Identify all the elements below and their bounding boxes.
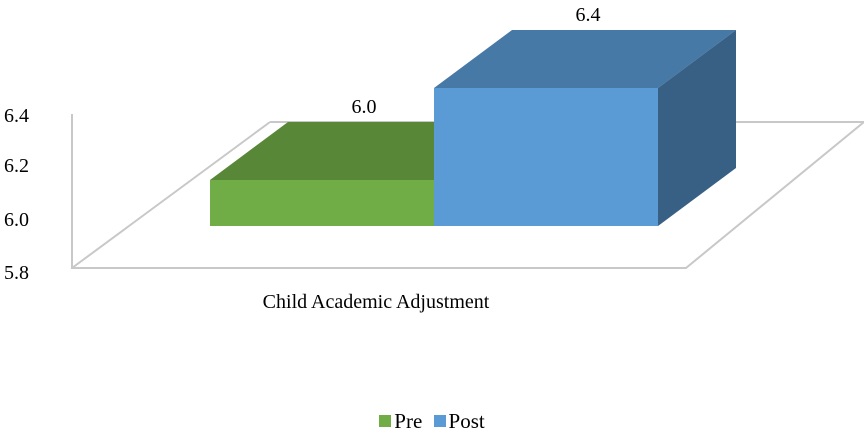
data-label-post: 6.4 bbox=[576, 4, 601, 26]
data-label-pre: 6.0 bbox=[352, 96, 377, 118]
bar-front-face bbox=[210, 180, 434, 226]
floor-left-edge bbox=[71, 121, 271, 269]
y-tick-label: 5.8 bbox=[4, 262, 29, 284]
legend: Pre Post bbox=[0, 408, 864, 433]
legend-item-post: Post bbox=[433, 409, 485, 433]
legend-label-pre: Pre bbox=[394, 409, 423, 433]
bars bbox=[210, 30, 736, 226]
legend-label-post: Post bbox=[448, 409, 485, 433]
legend-item-pre: Pre bbox=[379, 409, 422, 433]
category-label: Child Academic Adjustment bbox=[263, 291, 490, 313]
floor-outline bbox=[71, 114, 864, 269]
bar-front-face bbox=[434, 88, 658, 226]
y-tick-label: 6.2 bbox=[4, 155, 29, 177]
y-axis-ticks: 5.8 6.0 6.2 6.4 bbox=[4, 105, 29, 284]
legend-swatch-post bbox=[433, 415, 446, 427]
legend-swatch-pre bbox=[379, 415, 392, 427]
bar-post bbox=[434, 30, 736, 226]
bar-side-face bbox=[658, 30, 736, 226]
y-tick-label: 6.4 bbox=[4, 105, 29, 127]
data-labels: 6.0 6.4 bbox=[352, 4, 601, 118]
y-tick-label: 6.0 bbox=[4, 209, 29, 231]
bar-top-face bbox=[434, 30, 736, 88]
